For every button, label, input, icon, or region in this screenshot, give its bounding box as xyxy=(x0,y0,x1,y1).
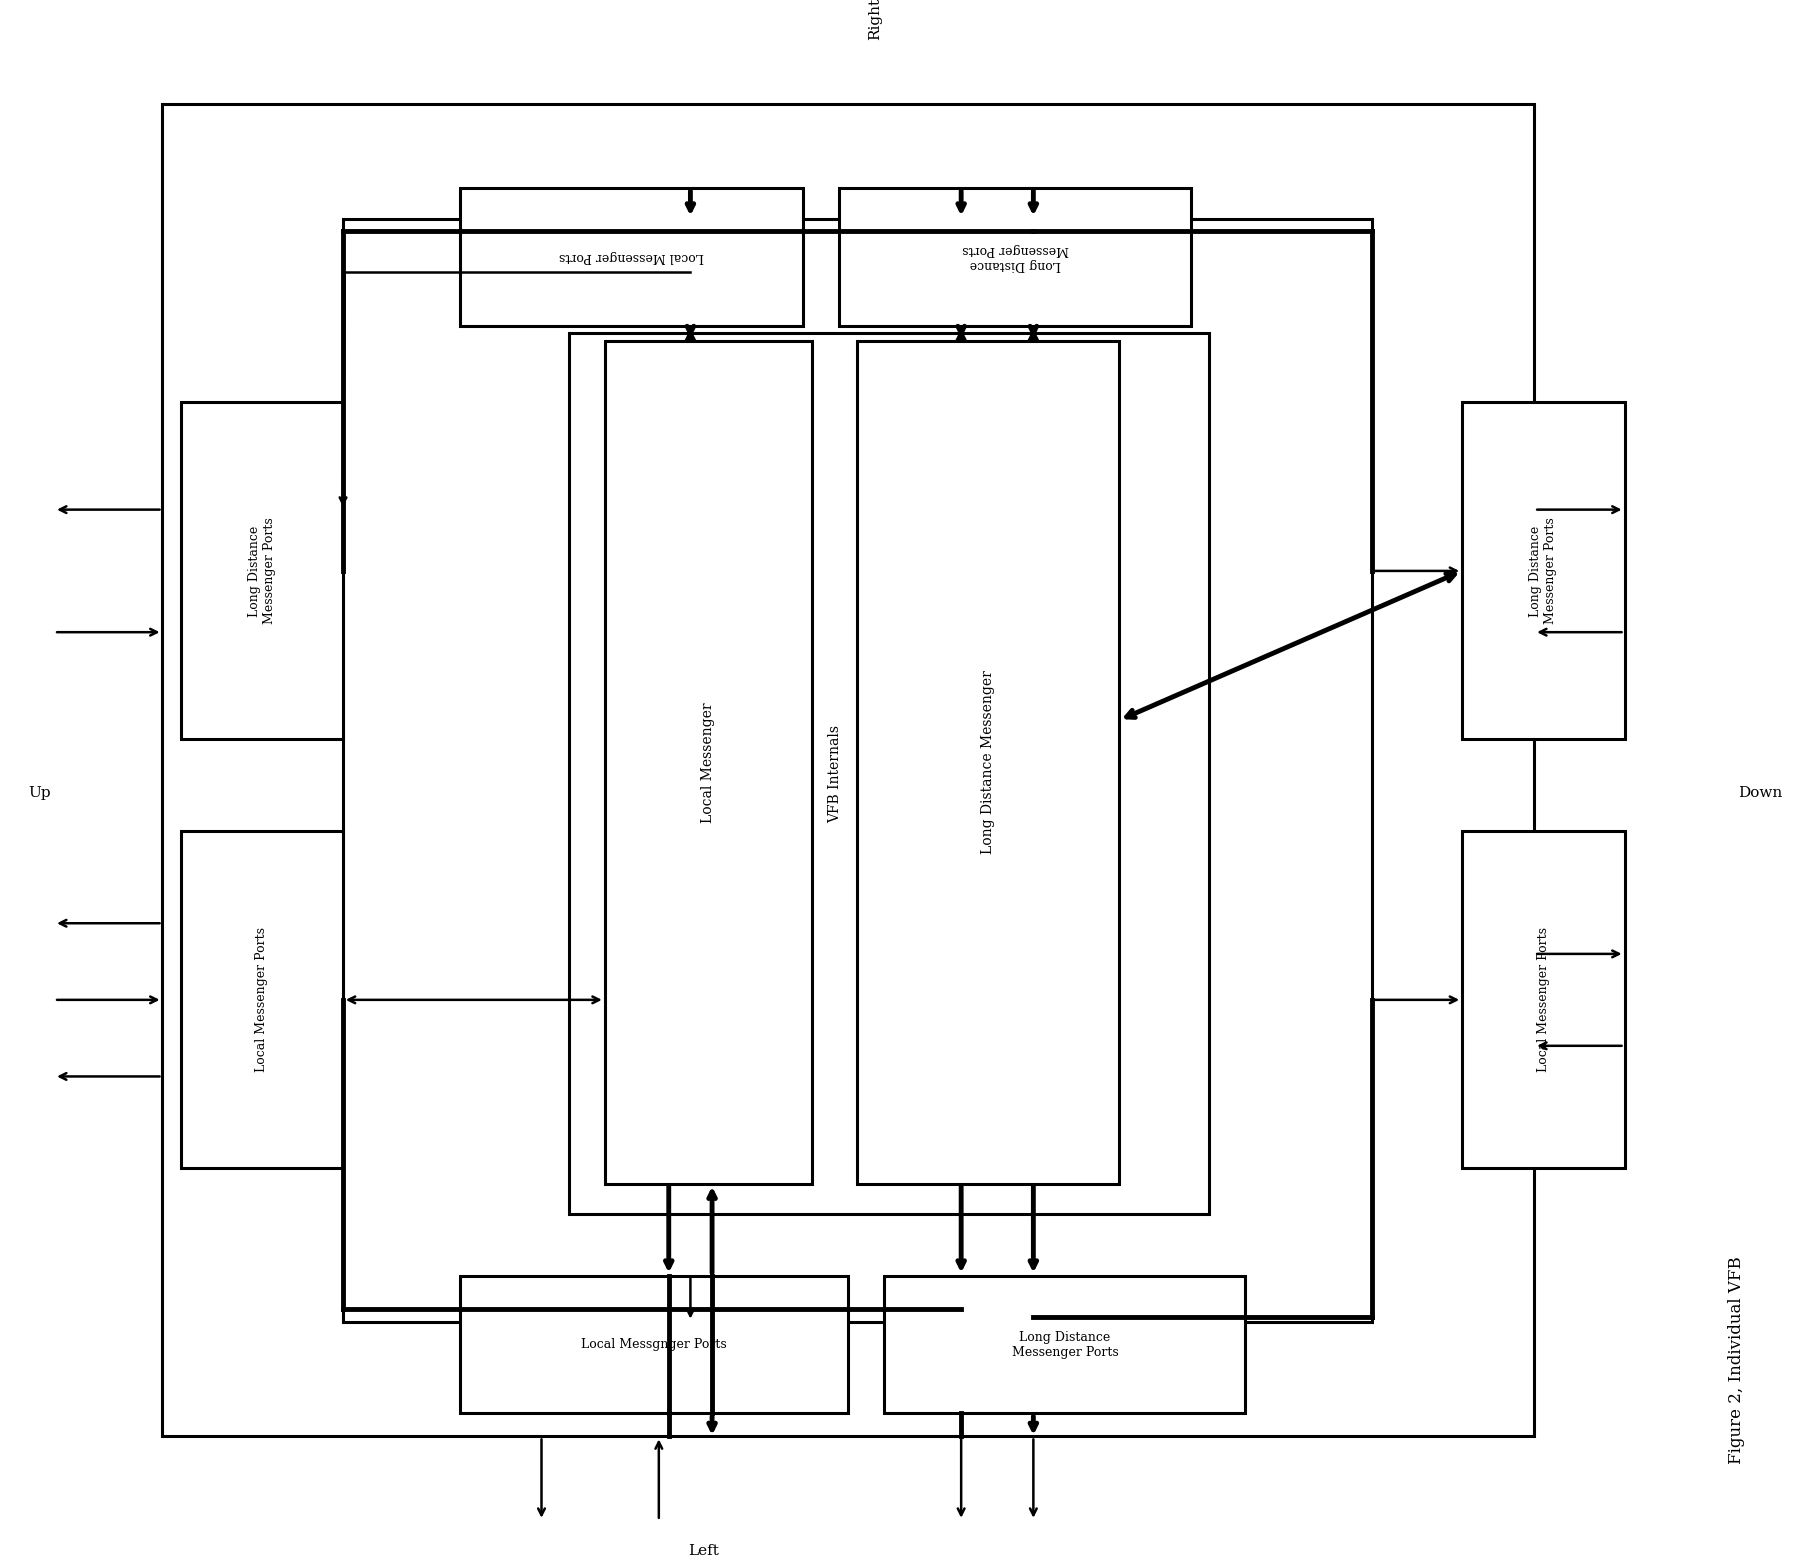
Text: Long Distance Messenger: Long Distance Messenger xyxy=(982,671,995,855)
Text: Local Messenger: Local Messenger xyxy=(702,702,715,822)
Text: VFB Internals: VFB Internals xyxy=(828,725,841,822)
Bar xyxy=(1462,402,1624,739)
Text: Left: Left xyxy=(688,1544,720,1558)
Bar xyxy=(343,218,1372,1321)
Text: Down: Down xyxy=(1738,786,1782,800)
Bar xyxy=(180,831,343,1168)
Text: Local Messgnger Ports: Local Messgnger Ports xyxy=(581,1338,727,1351)
Bar xyxy=(162,103,1534,1437)
Bar xyxy=(180,402,343,739)
Bar xyxy=(569,334,1209,1214)
Text: Long Distance
Messenger Ports: Long Distance Messenger Ports xyxy=(1011,1331,1119,1359)
Bar xyxy=(460,1276,848,1413)
Text: Up: Up xyxy=(29,786,51,800)
Text: Long Distance
Messenger Ports: Long Distance Messenger Ports xyxy=(247,518,276,624)
Bar xyxy=(884,1276,1245,1413)
Text: Local Messenger Ports: Local Messenger Ports xyxy=(560,250,704,264)
Bar xyxy=(605,342,812,1184)
Bar xyxy=(857,342,1119,1184)
Bar xyxy=(1462,831,1624,1168)
Text: Right: Right xyxy=(868,0,883,41)
Text: Local Messenger Ports: Local Messenger Ports xyxy=(255,927,269,1072)
Text: Local Messenger Ports: Local Messenger Ports xyxy=(1536,927,1550,1072)
Text: Figure 2, Individual VFB: Figure 2, Individual VFB xyxy=(1727,1256,1745,1463)
Bar xyxy=(460,187,803,326)
Text: Long Distance
Messenger Ports: Long Distance Messenger Ports xyxy=(1529,518,1558,624)
Text: Long Distance
Messenger Ports: Long Distance Messenger Ports xyxy=(962,243,1069,271)
Bar xyxy=(839,187,1191,326)
